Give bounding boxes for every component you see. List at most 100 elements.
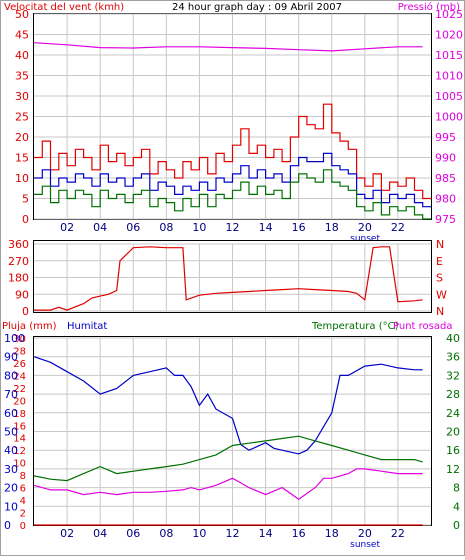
y-tick-label: 5	[22, 193, 29, 206]
temperature-tick-label: 16	[446, 444, 460, 457]
x-tick-label: 04	[93, 527, 107, 540]
rain-humidity-temp-axes: 02 04 06 08 10 12 14 16 18 20 22024681012141618202…	[4, 332, 460, 540]
compass-label: S	[436, 272, 443, 285]
x-tick-label: 14	[259, 527, 273, 540]
y-tick-label: 25	[15, 111, 29, 124]
temperature-tick-label: 0	[453, 519, 460, 532]
compass-label: N	[436, 238, 444, 251]
y-tick-label: 35	[15, 70, 29, 83]
humidity-tick-label: 50	[4, 426, 18, 439]
x-tick-label: 06	[126, 527, 140, 540]
compass-label: W	[436, 288, 447, 301]
dewpoint-axis-label: Punt rosada	[393, 321, 452, 332]
y-tick-label: 975	[435, 213, 456, 226]
y-tick-label: 20	[15, 131, 29, 144]
x-tick-label: 20	[358, 527, 372, 540]
x-tick-label: 06	[126, 221, 140, 234]
y-tick-label: 15	[15, 152, 29, 165]
y-tick-label: 1015	[435, 49, 463, 62]
rain-tick-label: 16	[13, 421, 26, 432]
y-tick-label: 50	[15, 8, 29, 21]
y-tick-label: 980	[435, 193, 456, 206]
sunset-label-3: sunset	[350, 540, 380, 550]
y-tick-label: 1025	[435, 8, 463, 21]
humidity-tick-label: 30	[4, 463, 18, 476]
y-tick-label: 10	[15, 172, 29, 185]
compass-label: E	[436, 255, 443, 268]
rain-humidity-temp-grid	[34, 337, 431, 526]
wind-direction-line	[34, 246, 423, 311]
temperature-tick-label: 40	[446, 332, 460, 345]
x-tick-label: 16	[292, 221, 306, 234]
x-tick-label: 22	[391, 221, 405, 234]
y-tick-label: 995	[435, 131, 456, 144]
rain-tick-label: 0	[20, 521, 26, 532]
x-tick-label: 12	[226, 527, 240, 540]
rain-humidity-temp-series	[33, 356, 423, 526]
temperature-tick-label: 32	[446, 369, 460, 382]
y-tick-label: 1000	[435, 111, 463, 124]
pressure-axis-label: Pressió (mb)	[398, 1, 460, 13]
y-tick-label: 180	[8, 272, 29, 285]
rain-tick-label: 2	[20, 509, 26, 520]
rain-tick-label: 8	[20, 471, 26, 482]
rain-tick-label: 24	[13, 371, 26, 382]
y-tick-label: 1010	[435, 70, 463, 83]
y-tick-label: 45	[15, 29, 29, 42]
rain-tick-label: 26	[13, 359, 26, 370]
humidity-tick-label: 40	[4, 444, 18, 457]
y-tick-label: 1005	[435, 90, 463, 103]
y-tick-label: 1020	[435, 29, 463, 42]
rain-tick-label: 28	[13, 346, 26, 357]
y-tick-label: 30	[15, 90, 29, 103]
rain-tick-label: 6	[20, 484, 26, 495]
temperature-tick-label: 24	[446, 407, 460, 420]
humidity-axis-label: Humitat	[67, 321, 107, 332]
temperature-tick-label: 20	[446, 426, 460, 439]
average-wind-line	[34, 152, 431, 208]
humidity-tick-label: 90	[4, 351, 18, 364]
humidity-tick-label: 10	[4, 500, 18, 513]
rain-tick-label: 18	[13, 409, 26, 420]
temperature-tick-label: 4	[453, 500, 460, 513]
x-tick-label: 22	[391, 527, 405, 540]
rain-tick-label: 30	[13, 334, 26, 345]
x-tick-label: 18	[325, 221, 339, 234]
rain-tick-label: 4	[20, 496, 26, 507]
x-tick-label: 14	[259, 221, 273, 234]
temperature-axis-label: Temperatura (°C)	[311, 321, 399, 332]
x-tick-label: 10	[192, 527, 206, 540]
y-tick-label: 90	[15, 288, 29, 301]
y-tick-label: 360	[8, 238, 29, 251]
minimum-wind-line	[34, 169, 431, 220]
x-tick-label: 10	[192, 221, 206, 234]
rain-tick-label: 12	[13, 446, 26, 457]
humidity-tick-label: 60	[4, 407, 18, 420]
x-tick-label: 18	[325, 527, 339, 540]
rain-tick-label: 20	[13, 396, 26, 407]
temperature-tick-label: 36	[446, 351, 460, 364]
humidity-tick-label: 100	[4, 332, 25, 345]
y-tick-label: 990	[435, 152, 456, 165]
rain-tick-label: 10	[13, 459, 26, 470]
gust-wind-line	[34, 103, 431, 200]
temperature-line	[33, 435, 423, 482]
wind-axis-label: Velocitat del vent (kmh)	[4, 2, 124, 13]
x-tick-label: 08	[159, 221, 173, 234]
y-tick-label: 270	[8, 255, 29, 268]
wind-direction-grid	[34, 243, 431, 312]
y-tick-label: 40	[15, 49, 29, 62]
x-tick-label: 04	[93, 221, 107, 234]
chart-title: 24 hour graph day : 09 Abril 2007	[172, 2, 342, 13]
pressure-line	[33, 42, 423, 52]
rain-axis-label: Pluja (mm)	[2, 321, 57, 332]
wind-pressure-series	[33, 42, 431, 220]
wind-pressure-axes: 02 04 06 08 10 12 14 16 18 20 22051015202530354045…	[15, 8, 463, 234]
humidity-tick-label: 20	[4, 482, 18, 495]
humidity-tick-label: 80	[4, 369, 18, 382]
x-tick-label: 02	[60, 221, 74, 234]
x-tick-label: 20	[358, 221, 372, 234]
